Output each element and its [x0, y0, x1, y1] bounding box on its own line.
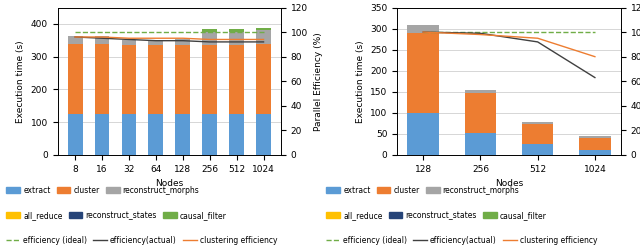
Bar — [68, 36, 83, 44]
Bar — [68, 44, 83, 114]
Bar — [256, 114, 271, 155]
Bar — [148, 45, 163, 114]
Y-axis label: Parallel Efficiency (%): Parallel Efficiency (%) — [314, 32, 323, 130]
Bar — [122, 40, 136, 45]
Bar — [95, 114, 109, 155]
Bar — [175, 114, 190, 155]
Bar — [522, 144, 554, 155]
Bar — [465, 133, 496, 155]
Legend: efficiency (ideal), efficiency(actual), clustering efficiency: efficiency (ideal), efficiency(actual), … — [6, 236, 277, 245]
Bar — [256, 44, 271, 114]
Bar — [175, 39, 190, 45]
Bar — [579, 150, 611, 155]
Legend: extract, cluster, reconstruct_morphs: extract, cluster, reconstruct_morphs — [326, 186, 520, 195]
Bar — [202, 45, 217, 114]
Bar — [229, 45, 244, 114]
Bar — [579, 136, 611, 138]
Bar — [122, 45, 136, 114]
Bar — [122, 114, 136, 155]
Bar — [256, 30, 271, 44]
Bar — [229, 30, 244, 32]
Legend: all_reduce, reconstruct_states, causal_filter: all_reduce, reconstruct_states, causal_f… — [326, 211, 547, 220]
X-axis label: Nodes: Nodes — [495, 179, 523, 188]
Bar — [522, 122, 554, 124]
Legend: efficiency (ideal), efficiency(actual), clustering efficiency: efficiency (ideal), efficiency(actual), … — [326, 236, 597, 245]
Bar — [95, 36, 109, 44]
Bar — [522, 124, 554, 144]
X-axis label: Nodes: Nodes — [156, 179, 184, 188]
Bar — [202, 114, 217, 155]
Legend: all_reduce, reconstruct_states, causal_filter: all_reduce, reconstruct_states, causal_f… — [6, 211, 227, 220]
Bar — [148, 114, 163, 155]
Bar — [175, 45, 190, 114]
Legend: extract, cluster, reconstruct_morphs: extract, cluster, reconstruct_morphs — [6, 186, 200, 195]
Bar — [579, 138, 611, 149]
Y-axis label: Execution time (s): Execution time (s) — [16, 40, 25, 122]
Bar — [202, 30, 217, 32]
Bar — [408, 25, 439, 33]
Bar — [256, 28, 271, 30]
Bar — [229, 32, 244, 45]
Bar — [68, 114, 83, 155]
Bar — [465, 93, 496, 133]
Bar — [465, 90, 496, 93]
Bar — [408, 113, 439, 155]
Bar — [202, 32, 217, 45]
Bar — [95, 44, 109, 114]
Y-axis label: Execution time (s): Execution time (s) — [356, 40, 365, 122]
Bar — [148, 40, 163, 45]
Bar — [229, 114, 244, 155]
Bar — [408, 33, 439, 113]
